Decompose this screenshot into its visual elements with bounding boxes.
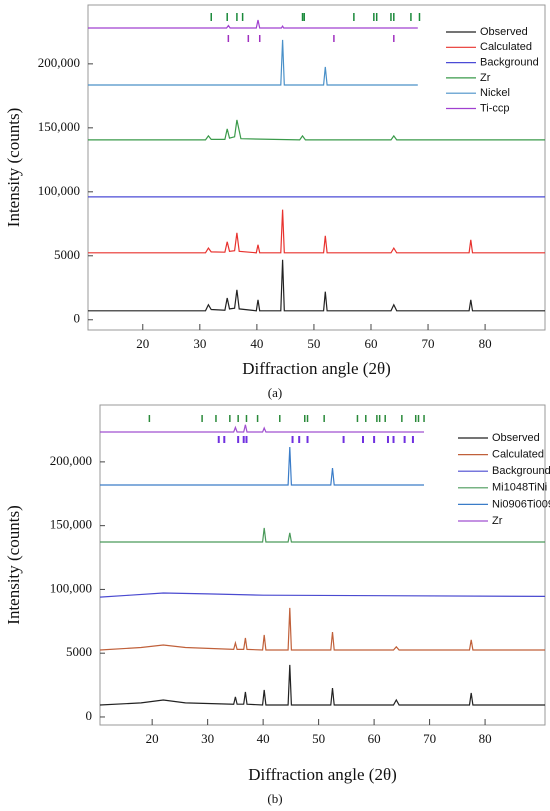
y-tick-label: 100,000 xyxy=(50,580,92,595)
legend-label: Observed xyxy=(480,26,528,38)
trace xyxy=(88,259,545,312)
legend-label: Calculated xyxy=(492,449,544,461)
x-tick-label: 40 xyxy=(250,336,263,351)
trace xyxy=(99,592,546,598)
x-tick-label: 70 xyxy=(423,731,436,746)
legend-label: Zr xyxy=(480,72,491,84)
y-axis-label: Intensity (counts) xyxy=(4,108,23,227)
trace xyxy=(100,446,424,486)
x-tick-label: 30 xyxy=(193,336,206,351)
x-tick-label: 50 xyxy=(312,731,325,746)
legend-label: Calculated xyxy=(480,41,532,53)
legend-label: Mi1048TiNi xyxy=(492,482,547,494)
legend-label: Background xyxy=(480,57,539,69)
trace xyxy=(100,527,545,543)
x-tick-label: 20 xyxy=(146,731,159,746)
y-tick-label: 150,000 xyxy=(50,517,92,532)
x-axis-label: Diffraction angle (2θ) xyxy=(242,359,391,378)
plot-frame xyxy=(87,4,546,331)
trace xyxy=(99,664,545,706)
y-tick-label: 0 xyxy=(86,708,93,723)
legend-label: Zr xyxy=(492,515,503,527)
panel: 20 30 40 50 60 70 80 0 5000 100,000 150,000 200,000… xyxy=(4,4,546,400)
plot-frame xyxy=(99,404,546,726)
x-tick-label: 50 xyxy=(307,336,320,351)
x-tick-label: 20 xyxy=(136,336,149,351)
x-tick-label: 70 xyxy=(422,336,435,351)
legend-label: Ni0906Ti0094 xyxy=(492,498,550,510)
y-tick-label: 5000 xyxy=(54,247,80,262)
trace xyxy=(99,607,545,651)
y-axis-label: Intensity (counts) xyxy=(4,505,23,624)
x-axis-label: Diffraction angle (2θ) xyxy=(248,765,397,784)
legend-label: Ti-ccp xyxy=(480,102,510,114)
trace xyxy=(88,39,418,86)
trace xyxy=(88,119,545,141)
trace xyxy=(100,424,424,433)
x-tick-label: 30 xyxy=(201,731,214,746)
caption: (b) xyxy=(267,791,282,806)
x-tick-label: 60 xyxy=(368,731,381,746)
y-tick-label: 150,000 xyxy=(38,119,80,134)
y-tick-label: 200,000 xyxy=(38,55,80,70)
caption: (a) xyxy=(268,385,282,400)
y-tick-label: 5000 xyxy=(66,644,92,659)
y-tick-label: 200,000 xyxy=(50,453,92,468)
legend-label: Background xyxy=(492,465,550,477)
legend-label: Observed xyxy=(492,432,540,444)
x-tick-label: 40 xyxy=(257,731,270,746)
panel: 20 30 40 50 60 70 80 0 5000 100,000 150,000 200,000… xyxy=(4,404,550,806)
x-tick-label: 80 xyxy=(479,731,492,746)
legend-label: Nickel xyxy=(480,87,510,99)
x-tick-label: 80 xyxy=(479,336,492,351)
y-tick-label: 100,000 xyxy=(38,183,80,198)
trace xyxy=(88,19,418,29)
y-tick-label: 0 xyxy=(74,311,81,326)
trace xyxy=(88,209,545,254)
x-tick-label: 60 xyxy=(364,336,377,351)
